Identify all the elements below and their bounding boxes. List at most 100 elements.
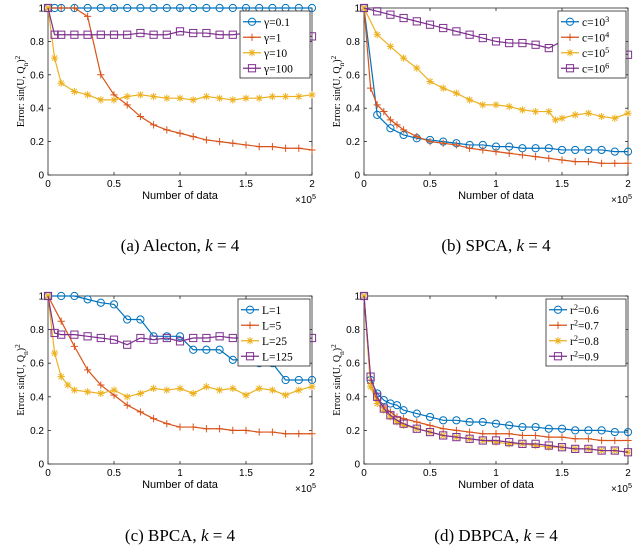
data-point	[84, 12, 92, 20]
y-tick-label: 1	[38, 4, 44, 15]
legend-marker	[246, 321, 254, 329]
data-point	[83, 30, 92, 39]
legend-entry: r2=0.7	[549, 318, 599, 333]
data-point	[452, 27, 461, 36]
series-2	[44, 4, 316, 104]
legend-label: r2=0.7	[570, 318, 599, 333]
data-point	[175, 27, 185, 36]
data-point	[123, 401, 131, 409]
data-point	[359, 291, 369, 301]
data-point	[558, 433, 566, 441]
y-axis-label: Error: sin(U, Qn)2	[330, 55, 346, 127]
data-point	[557, 145, 567, 155]
panel-caption: (d) DBPCA, k = 4	[434, 526, 558, 545]
data-point	[505, 38, 514, 48]
data-point	[571, 426, 580, 435]
legend-entry: c=105	[561, 45, 609, 60]
data-point	[70, 291, 79, 301]
legend-entry: L=1	[241, 305, 282, 317]
data-point	[380, 107, 388, 116]
y-tick-label: 1	[38, 292, 44, 303]
data-point	[255, 94, 263, 102]
data-point	[439, 84, 447, 92]
data-point	[479, 101, 487, 109]
data-point	[623, 427, 633, 437]
data-point	[189, 28, 198, 38]
data-point	[491, 436, 501, 445]
series-line	[363, 295, 629, 453]
data-point	[478, 33, 487, 43]
data-point	[400, 415, 408, 423]
data-point	[558, 156, 566, 164]
data-point	[175, 3, 185, 13]
data-point	[452, 416, 461, 425]
data-point	[216, 94, 224, 102]
data-point	[584, 109, 592, 117]
data-point	[373, 399, 381, 408]
data-point	[386, 42, 394, 51]
data-point	[215, 345, 224, 354]
data-point	[623, 448, 633, 457]
data-point	[109, 335, 119, 344]
data-point	[610, 147, 619, 156]
legend-marker	[248, 49, 256, 57]
data-point	[162, 333, 171, 343]
data-point	[83, 3, 92, 13]
data-point	[598, 159, 606, 167]
data-point	[466, 96, 474, 104]
data-point	[598, 112, 606, 121]
data-point	[532, 431, 540, 440]
data-point	[228, 30, 237, 39]
data-point	[491, 37, 501, 46]
legend-marker	[247, 64, 257, 73]
data-point	[373, 31, 381, 39]
legend: γ=0.1 γ=1 γ=10 γ=100	[239, 10, 311, 79]
data-point	[70, 386, 78, 394]
data-point	[228, 333, 237, 343]
x-multiplier: ×105	[611, 481, 632, 496]
data-point	[611, 436, 619, 445]
data-point	[439, 416, 448, 425]
data-point	[123, 3, 132, 13]
data-point	[57, 330, 66, 339]
x-multiplier: ×105	[611, 192, 632, 207]
legend-entry: γ=10	[243, 48, 287, 60]
data-point	[439, 425, 447, 433]
legend-label: L=125	[262, 351, 293, 363]
data-point	[413, 418, 421, 426]
legend-label: γ=10	[263, 48, 287, 60]
data-point	[97, 96, 105, 104]
data-point	[413, 64, 421, 72]
data-point	[176, 384, 184, 392]
data-point	[189, 333, 198, 343]
x-tick-label: 1.5	[239, 468, 253, 479]
series-3	[359, 291, 633, 457]
data-point	[393, 418, 401, 426]
data-point	[479, 430, 487, 438]
data-point	[242, 426, 250, 434]
data-point	[531, 422, 540, 432]
data-point	[215, 332, 224, 341]
series-1	[360, 4, 632, 167]
x-tick-label: 2	[309, 179, 315, 190]
legend-marker	[245, 305, 255, 314]
data-point	[610, 446, 619, 455]
panel-caption: (b) SPCA, k = 4	[441, 236, 551, 255]
data-point	[479, 146, 487, 154]
data-point	[624, 436, 632, 445]
data-point	[425, 20, 435, 29]
data-point	[229, 426, 237, 434]
data-point	[268, 386, 276, 394]
data-point	[532, 153, 540, 161]
data-point	[70, 342, 78, 350]
data-point	[202, 383, 210, 391]
legend-entry: c=103	[561, 14, 609, 29]
data-point	[505, 421, 514, 430]
data-point	[466, 428, 474, 436]
data-point	[123, 92, 131, 101]
legend-marker	[245, 352, 255, 361]
data-point	[176, 94, 184, 102]
data-point	[70, 87, 78, 96]
data-point	[136, 28, 145, 38]
